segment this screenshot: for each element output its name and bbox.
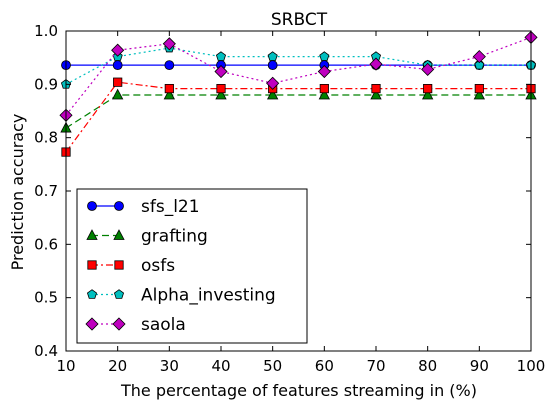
data-point — [266, 76, 280, 90]
legend-entry: saola — [85, 315, 186, 335]
data-point — [473, 88, 485, 100]
legend-marker — [87, 260, 97, 270]
data-point — [267, 88, 279, 100]
y-tick-label: 0.8 — [34, 129, 58, 147]
series-Alpha_investing — [60, 42, 537, 89]
x-tick-label: 40 — [211, 357, 230, 375]
chart-title: SRBCT — [271, 10, 328, 30]
series-line — [65, 47, 531, 85]
series-sfs_l21 — [61, 60, 536, 71]
data-point — [474, 84, 484, 94]
x-tick-label: 60 — [315, 357, 334, 375]
data-point — [162, 37, 176, 51]
data-point — [319, 84, 329, 94]
data-point — [164, 60, 175, 71]
x-tick-label: 90 — [470, 357, 489, 375]
legend-entry: osfs — [87, 256, 175, 276]
data-point — [112, 88, 124, 100]
y-tick-label: 0.6 — [34, 235, 58, 253]
legend-label: saola — [141, 315, 186, 335]
y-tick-label: 0.4 — [34, 342, 58, 360]
x-tick-label: 30 — [160, 357, 179, 375]
data-point — [112, 60, 123, 71]
series-grafting — [60, 88, 537, 133]
series-saola — [59, 30, 538, 122]
data-point — [214, 64, 228, 79]
data-point — [319, 51, 330, 61]
data-point — [369, 57, 383, 71]
series-line — [65, 36, 532, 116]
data-point — [422, 88, 434, 100]
data-point — [370, 88, 382, 100]
legend-marker — [87, 201, 97, 211]
x-tick-label: 80 — [418, 357, 437, 375]
y-axis-title: Prediction accuracy — [8, 114, 27, 271]
series-line — [65, 81, 531, 153]
data-point — [216, 84, 226, 94]
legend-entry: grafting — [86, 227, 208, 247]
legend-marker — [85, 317, 99, 331]
legend-marker — [86, 289, 98, 299]
data-point — [317, 64, 331, 79]
data-point — [423, 84, 433, 94]
plot-area — [59, 30, 538, 157]
legend-label: sfs_l21 — [141, 197, 200, 217]
legend-marker — [114, 260, 124, 270]
data-point — [472, 50, 486, 64]
legend-marker — [86, 229, 98, 240]
data-point — [215, 88, 227, 100]
data-point — [421, 62, 435, 76]
legend-marker — [113, 229, 125, 240]
y-tick-label: 1.0 — [34, 22, 58, 40]
data-point — [163, 88, 175, 100]
legend-marker — [113, 289, 125, 299]
legend-entry: Alpha_investing — [86, 286, 276, 306]
legend-label: osfs — [141, 256, 175, 276]
legend-marker — [112, 317, 126, 331]
data-point — [318, 88, 330, 100]
x-tick-label: 50 — [263, 357, 282, 375]
x-tick-label: 20 — [108, 357, 127, 375]
axis-ticks: 10 20 30 40 50 60 70 80 90 100 0.4 0.5 0.6 0.7 0.8 0.9 1… — [34, 22, 545, 375]
x-axis-title: The percentage of features streaming in … — [120, 381, 477, 400]
data-point — [111, 43, 125, 57]
y-tick-label: 0.7 — [34, 182, 58, 200]
data-point — [267, 51, 278, 61]
y-tick-label: 0.9 — [34, 75, 58, 93]
legend-label: grafting — [141, 227, 208, 247]
legend-marker — [114, 201, 124, 211]
legend-entry: sfs_l21 — [87, 197, 200, 217]
data-point — [164, 84, 174, 94]
data-point — [474, 59, 485, 70]
data-point — [215, 51, 227, 61]
data-point — [267, 60, 278, 71]
x-tick-label: 100 — [517, 357, 546, 375]
data-point — [371, 84, 381, 94]
legend-label: Alpha_investing — [141, 286, 276, 306]
data-point — [113, 77, 123, 87]
series-line — [65, 94, 531, 129]
x-tick-label: 10 — [56, 357, 75, 375]
y-tick-label: 0.5 — [34, 289, 58, 307]
series-osfs — [61, 77, 536, 157]
x-tick-label: 70 — [366, 357, 385, 375]
